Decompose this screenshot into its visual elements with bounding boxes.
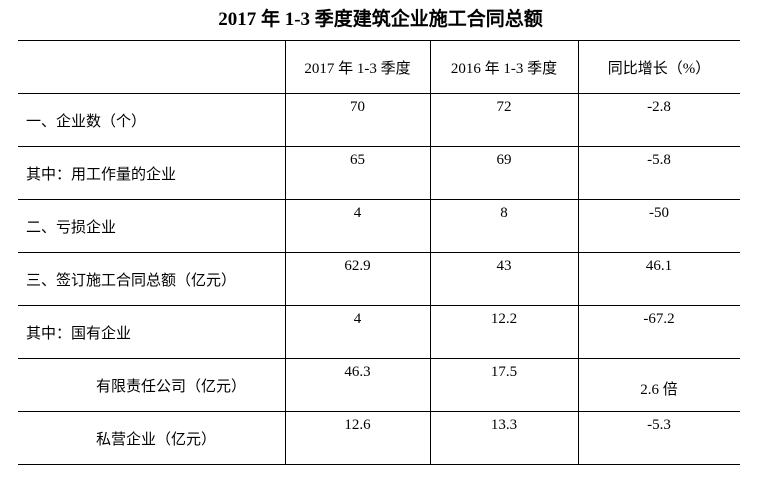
row-border — [18, 358, 740, 359]
row-label: 三、签订施工合同总额（亿元） — [26, 273, 237, 289]
value-cell: 4 — [353, 205, 362, 221]
row-border — [18, 199, 740, 200]
value-cell: -5.8 — [647, 152, 671, 168]
header-cell: 2016 年 1-3 季度 — [450, 61, 558, 77]
document-title: 2017 年 1-3 季度建筑企业施工合同总额 — [218, 9, 543, 30]
value-cell: -5.3 — [647, 417, 671, 433]
value-cell: 70 — [350, 99, 365, 115]
row-label: 有限责任公司（亿元） — [96, 379, 247, 395]
column-border — [578, 40, 579, 464]
value-cell: 13.3 — [490, 417, 518, 433]
value-cell: 12.2 — [490, 311, 518, 327]
value-cell: 65 — [350, 152, 365, 168]
header-cell: 同比增长（%） — [607, 61, 711, 77]
row-label: 一、企业数（个） — [26, 114, 147, 130]
value-cell: 8 — [500, 205, 508, 221]
row-border — [18, 40, 740, 41]
value-cell: 12.6 — [344, 417, 371, 433]
row-border — [18, 464, 740, 465]
value-cell: -2.8 — [647, 99, 671, 115]
value-cell: 2.6 倍 — [640, 382, 678, 398]
row-border — [18, 305, 740, 306]
value-cell: 46.1 — [645, 258, 673, 274]
row-label: 二、亏损企业 — [26, 220, 117, 236]
value-cell: 43 — [496, 258, 512, 274]
value-cell: 17.5 — [490, 364, 518, 380]
value-cell: 62.9 — [344, 258, 371, 274]
row-label: 私营企业（亿元） — [96, 432, 217, 448]
row-border — [18, 146, 740, 147]
column-border — [430, 40, 431, 464]
value-cell: 69 — [496, 152, 512, 168]
value-cell: 4 — [353, 311, 362, 327]
value-cell: 46.3 — [344, 364, 371, 380]
row-label: 其中：国有企业 — [26, 326, 132, 342]
row-border — [18, 252, 740, 253]
row-border — [18, 411, 740, 412]
value-cell: -50 — [649, 205, 669, 221]
value-cell: 72 — [496, 99, 512, 115]
column-border — [285, 40, 286, 464]
row-border — [18, 93, 740, 94]
row-label: 其中：用工作量的企业 — [26, 167, 177, 183]
value-cell: -67.2 — [643, 311, 675, 327]
header-cell: 2017 年 1-3 季度 — [304, 61, 411, 77]
